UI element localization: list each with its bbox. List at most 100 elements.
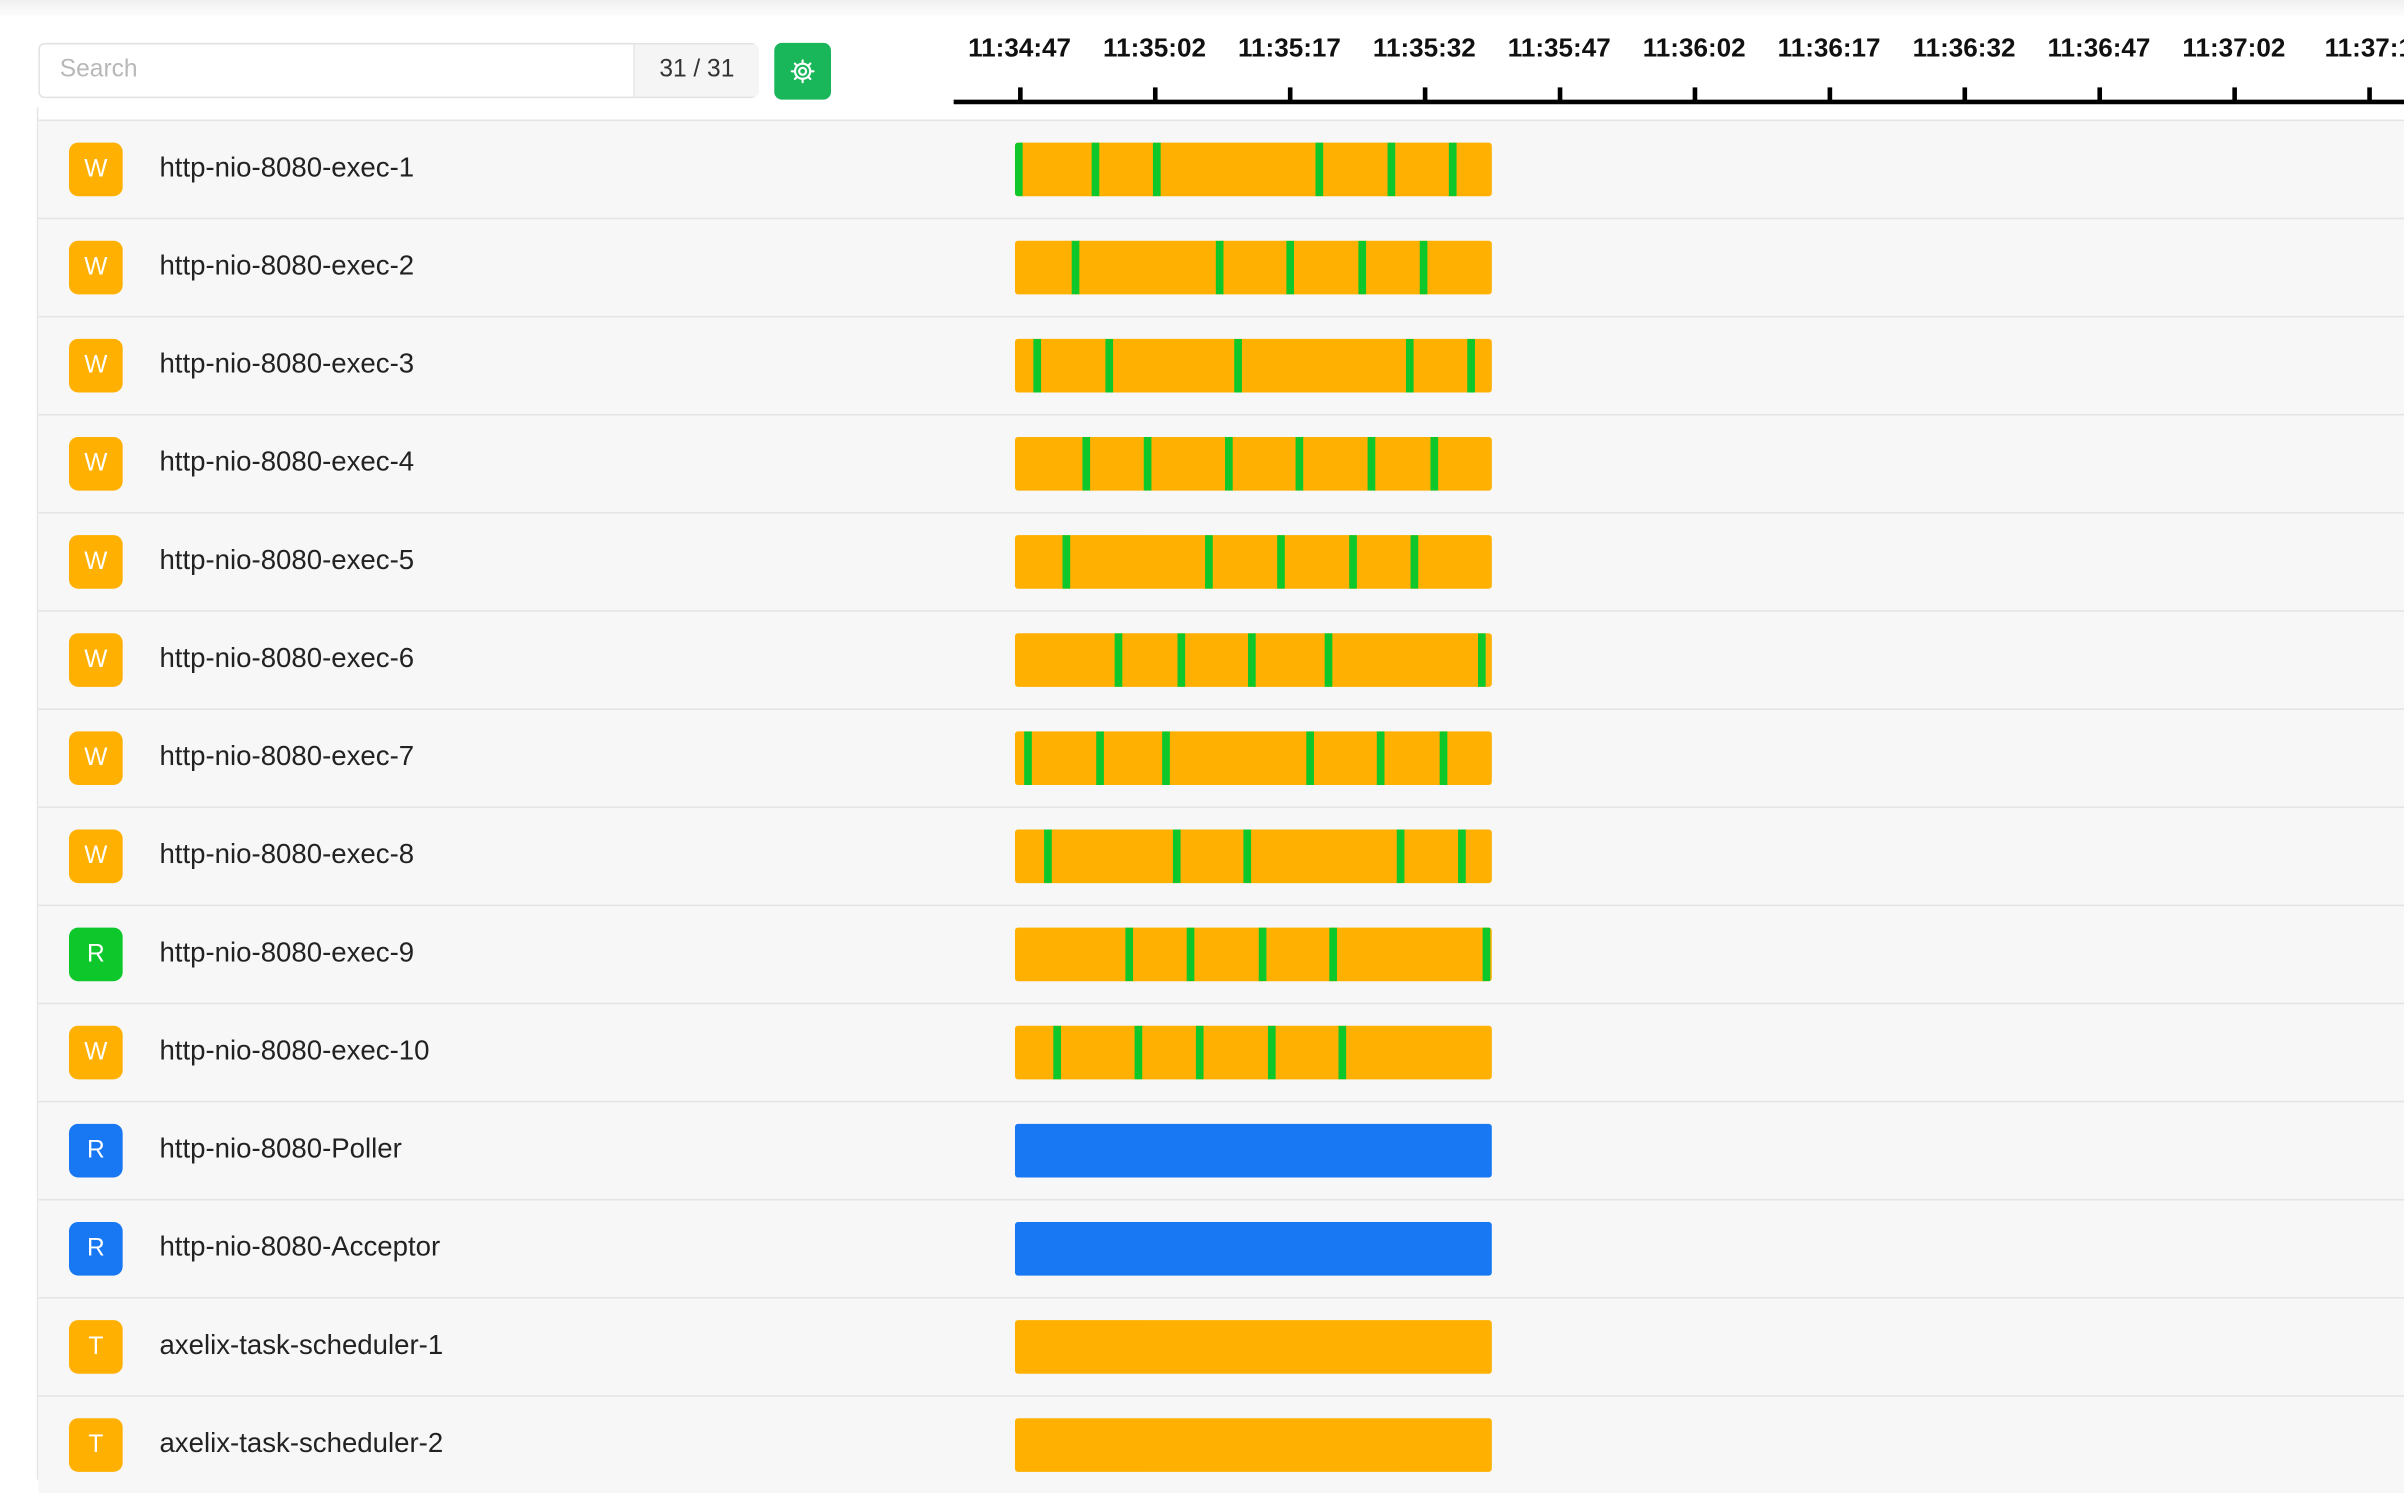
thread-state-bar[interactable]: [1014, 731, 1492, 785]
running-segment: [1387, 142, 1396, 197]
running-segment: [1195, 1025, 1204, 1080]
running-segment: [1071, 240, 1080, 295]
gear-icon: [790, 59, 815, 84]
time-axis: 11:34:47 11:35:02 11:35:17 11:35:32 11:35:47…: [953, 0, 2404, 107]
time-axis-tick-label: 11:35:02: [1103, 33, 1206, 63]
thread-state-bar[interactable]: [1014, 338, 1492, 393]
thread-state-bar[interactable]: [1014, 927, 1492, 982]
running-segment: [1338, 1025, 1347, 1080]
running-segment: [1349, 535, 1357, 589]
thread-state-bar[interactable]: [1014, 240, 1492, 295]
thread-name: http-nio-8080-exec-8: [159, 838, 415, 870]
time-axis-tick: [1287, 87, 1293, 102]
running-segment: [1096, 731, 1104, 785]
running-segment: [1215, 240, 1224, 295]
thread-state-badge: W: [68, 436, 123, 491]
thread-state-badge: R: [68, 927, 123, 982]
thread-state-badge: W: [68, 633, 123, 687]
running-segment: [1329, 927, 1337, 982]
running-segment: [1243, 829, 1252, 884]
running-segment: [1082, 436, 1091, 491]
thread-state-badge: W: [68, 240, 123, 295]
time-axis-tick-label: 11:36:17: [1777, 33, 1881, 63]
running-segment: [1267, 1025, 1276, 1080]
running-segment: [1177, 633, 1186, 687]
thread-state-badge: W: [68, 142, 123, 197]
thread-name: http-nio-8080-exec-3: [159, 348, 415, 379]
running-segment: [1367, 436, 1376, 491]
search-input[interactable]: [39, 44, 634, 97]
thread-state-bar[interactable]: [1014, 829, 1492, 884]
time-axis-tick-label: 11:34:47: [968, 33, 1072, 63]
time-axis-tick-label: 11:37:02: [2182, 33, 2286, 63]
running-segment: [1286, 240, 1295, 295]
thread-name: http-nio-8080-Poller: [159, 1133, 402, 1164]
time-axis-tick-label: 11:35:17: [1237, 33, 1341, 63]
running-segment: [1152, 142, 1161, 197]
time-axis-tick-label: 11:36:47: [2047, 33, 2151, 63]
running-segment: [1205, 535, 1213, 589]
running-segment: [1277, 535, 1285, 589]
thread-name: http-nio-8080-exec-1: [159, 151, 415, 183]
thread-state-bar[interactable]: [1014, 1320, 1492, 1374]
running-segment: [1324, 633, 1333, 687]
thread-state-badge: R: [68, 1123, 123, 1178]
running-segment: [1439, 731, 1448, 785]
settings-button[interactable]: [774, 42, 831, 100]
running-segment: [1448, 142, 1457, 197]
thread-state-badge: T: [68, 1320, 123, 1374]
thread-state-bar[interactable]: [1014, 1025, 1492, 1080]
running-segment: [1410, 535, 1419, 589]
running-segment: [1014, 142, 1023, 197]
running-segment: [1248, 633, 1256, 687]
top-shadow: [0, 0, 2404, 19]
thread-name: http-nio-8080-exec-4: [159, 446, 415, 477]
thread-count: 31 / 31: [633, 44, 759, 97]
thread-name: http-nio-8080-exec-5: [159, 544, 415, 575]
running-segment: [1405, 338, 1414, 393]
running-segment: [1315, 142, 1324, 197]
running-segment: [1358, 240, 1367, 295]
thread-state-badge: W: [68, 731, 123, 785]
thread-state-bar[interactable]: [1014, 633, 1492, 687]
running-segment: [1186, 927, 1195, 982]
thread-state-bar[interactable]: [1014, 1418, 1492, 1472]
time-axis-tick: [1692, 87, 1698, 102]
thread-state-bar[interactable]: [1014, 1221, 1492, 1276]
thread-name: axelix-task-scheduler-2: [159, 1427, 444, 1459]
running-segment: [1467, 338, 1475, 393]
time-axis-tick-label: 11:36:02: [1642, 33, 1746, 63]
search-box: 31 / 31: [38, 42, 759, 99]
time-axis-tick-label: 11:36:32: [1912, 33, 2016, 63]
thread-state-badge: T: [68, 1418, 123, 1472]
time-axis-tick: [2367, 87, 2372, 102]
thread-state-bar[interactable]: [1014, 535, 1492, 589]
running-segment: [1306, 731, 1314, 785]
thread-state-bar[interactable]: [1014, 436, 1492, 491]
running-segment: [1482, 927, 1491, 982]
running-segment: [1478, 633, 1486, 687]
thread-state-bar[interactable]: [1014, 1123, 1492, 1178]
thread-state-bar[interactable]: [1014, 142, 1492, 197]
thread-name: http-nio-8080-exec-7: [159, 740, 415, 772]
running-segment: [1396, 829, 1405, 884]
thread-name: http-nio-8080-exec-6: [159, 642, 415, 674]
left-border: [36, 107, 39, 1480]
time-axis-tick: [1962, 87, 1968, 102]
running-segment: [1172, 829, 1181, 884]
